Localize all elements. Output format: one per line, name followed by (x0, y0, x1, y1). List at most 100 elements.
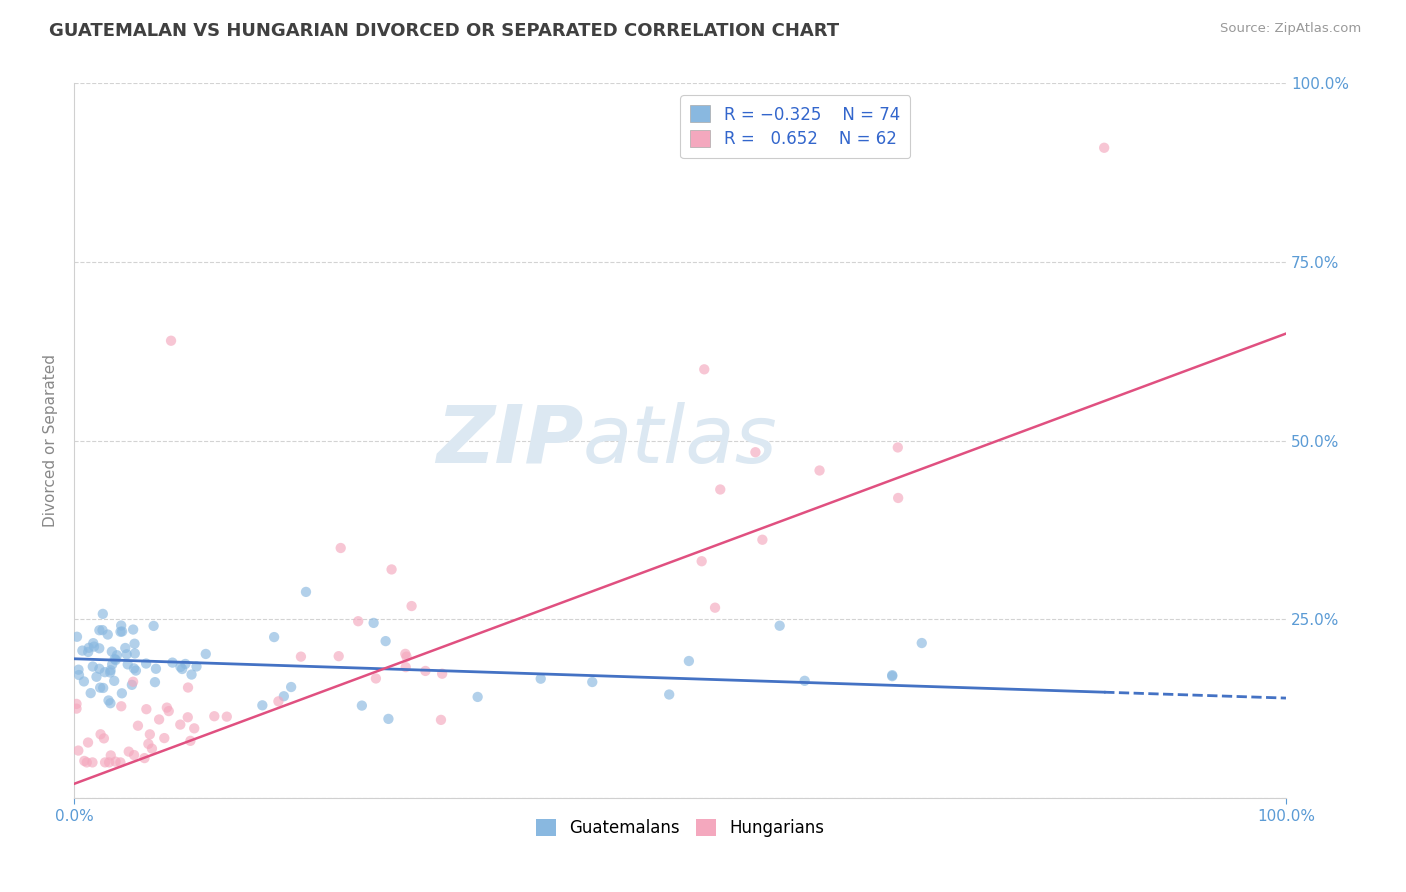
Point (121, 678, 143, 692)
Point (125, 664, 148, 678)
Point (143, 675, 166, 690)
Point (377, 712, 399, 726)
Point (704, 600, 727, 615)
Point (374, 634, 396, 648)
Point (145, 662, 167, 676)
Point (105, 648, 128, 663)
Point (122, 674, 145, 689)
Point (179, 734, 201, 748)
Point (157, 704, 180, 718)
Point (183, 722, 205, 736)
Point (329, 541, 352, 555)
Point (115, 648, 138, 662)
Point (114, 640, 136, 655)
Point (100, 663, 122, 677)
Point (911, 636, 934, 650)
Point (82, 636, 104, 650)
Point (363, 615, 385, 630)
Point (267, 694, 290, 708)
Point (89, 662, 111, 676)
Point (808, 463, 831, 477)
Point (751, 533, 773, 547)
Point (91, 607, 114, 621)
Point (882, 669, 904, 683)
Point (79, 686, 101, 700)
Point (430, 666, 453, 681)
Point (67, 668, 90, 682)
Point (67, 663, 90, 677)
Point (202, 709, 225, 723)
Point (91, 681, 114, 695)
Point (744, 445, 766, 459)
Point (263, 630, 285, 644)
Point (90, 727, 112, 741)
Point (97, 627, 120, 641)
Point (77, 735, 100, 749)
Point (350, 698, 373, 713)
Point (169, 717, 191, 731)
Point (138, 737, 160, 751)
Point (415, 664, 437, 678)
Point (153, 731, 176, 745)
Point (65, 697, 87, 711)
Point (98, 756, 121, 770)
Point (124, 637, 146, 651)
Point (110, 618, 132, 632)
Point (77, 645, 100, 659)
Point (89, 624, 111, 638)
Point (381, 562, 404, 576)
Point (194, 647, 217, 661)
Point (100, 748, 122, 763)
Point (111, 624, 134, 639)
Point (76, 756, 98, 770)
Point (94, 756, 117, 770)
Point (887, 491, 910, 505)
Point (395, 660, 418, 674)
Point (394, 647, 416, 661)
Point (887, 441, 910, 455)
Point (122, 623, 145, 637)
Point (177, 681, 200, 695)
Point (73, 674, 96, 689)
Point (180, 667, 202, 681)
Text: ZIP: ZIP (436, 401, 583, 480)
Point (111, 686, 134, 700)
Point (148, 713, 170, 727)
Point (77, 640, 100, 655)
Point (162, 656, 184, 670)
Point (160, 334, 183, 348)
Point (135, 702, 157, 716)
Point (395, 649, 418, 664)
Text: atlas: atlas (583, 401, 778, 480)
Point (177, 710, 200, 724)
Point (89, 641, 111, 656)
Point (124, 647, 146, 661)
Point (65, 701, 87, 715)
Point (98, 665, 121, 680)
Point (89, 681, 111, 695)
Point (693, 362, 716, 376)
Point (83, 640, 105, 654)
Point (1092, 141, 1115, 155)
Point (328, 649, 350, 664)
Point (67, 743, 90, 757)
Point (66, 630, 89, 644)
Point (134, 751, 156, 765)
Point (347, 614, 370, 628)
Point (769, 618, 792, 632)
Point (72, 643, 94, 657)
Point (530, 672, 553, 686)
Point (82, 659, 104, 673)
Point (690, 554, 713, 568)
Point (252, 698, 274, 713)
Point (142, 619, 165, 633)
Point (882, 668, 904, 682)
Text: GUATEMALAN VS HUNGARIAN DIVORCED OR SEPARATED CORRELATION CHART: GUATEMALAN VS HUNGARIAN DIVORCED OR SEPA… (49, 22, 839, 40)
Point (122, 747, 145, 762)
Text: Source: ZipAtlas.com: Source: ZipAtlas.com (1220, 22, 1361, 36)
Point (709, 483, 731, 497)
Point (104, 652, 127, 666)
Point (82, 756, 104, 770)
Point (103, 673, 125, 688)
Point (658, 688, 681, 702)
